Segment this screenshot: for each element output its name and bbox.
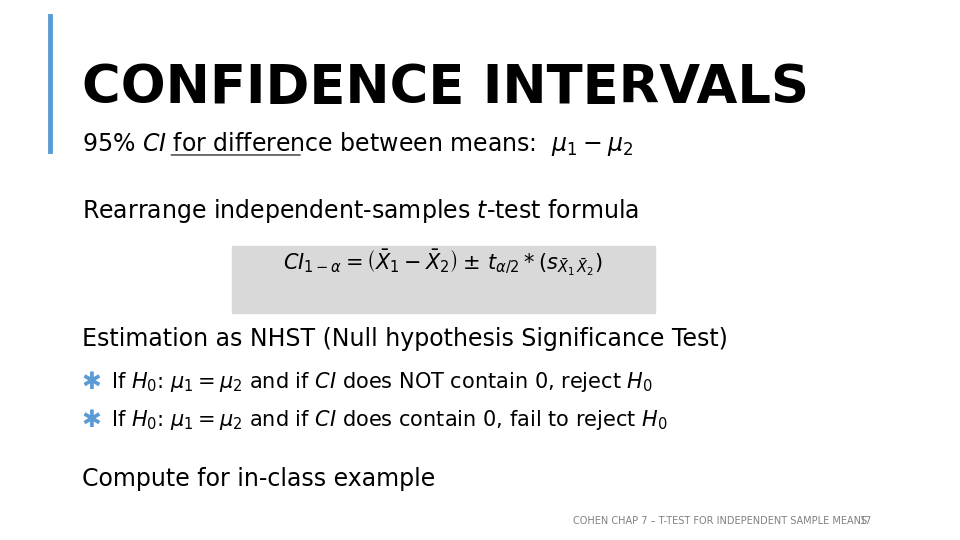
Text: If $H_0$: $\mu_1 = \mu_2$ and if $\mathit{CI}$ does NOT contain 0, reject $H_0$: If $H_0$: $\mu_1 = \mu_2$ and if $\mathi… (111, 370, 653, 394)
Text: ✱: ✱ (82, 408, 102, 431)
FancyBboxPatch shape (232, 246, 656, 313)
Text: COHEN CHAP 7 – T-TEST FOR INDEPENDENT SAMPLE MEANS: COHEN CHAP 7 – T-TEST FOR INDEPENDENT SA… (573, 516, 868, 526)
Text: Rearrange independent-samples $\mathit{t}$-test formula: Rearrange independent-samples $\mathit{t… (82, 197, 638, 225)
Text: $CI_{1-\alpha} = \left(\bar{X}_1 - \bar{X}_2\right)\pm\, t_{\alpha/2} * \left(s_: $CI_{1-\alpha} = \left(\bar{X}_1 - \bar{… (283, 248, 603, 278)
Text: 17: 17 (860, 516, 873, 526)
Text: Compute for in-class example: Compute for in-class example (82, 467, 435, 491)
Text: 95% $\mathit{CI}$ for difference between means:  $\mu_1 - \mu_2$: 95% $\mathit{CI}$ for difference between… (82, 130, 633, 158)
Text: ✱: ✱ (82, 370, 102, 394)
Text: CONFIDENCE INTERVALS: CONFIDENCE INTERVALS (82, 62, 809, 114)
Text: Estimation as NHST (Null hypothesis Significance Test): Estimation as NHST (Null hypothesis Sign… (82, 327, 728, 350)
Text: If $H_0$: $\mu_1 = \mu_2$ and if $\mathit{CI}$ does contain 0, fail to reject $H: If $H_0$: $\mu_1 = \mu_2$ and if $\mathi… (111, 408, 667, 431)
